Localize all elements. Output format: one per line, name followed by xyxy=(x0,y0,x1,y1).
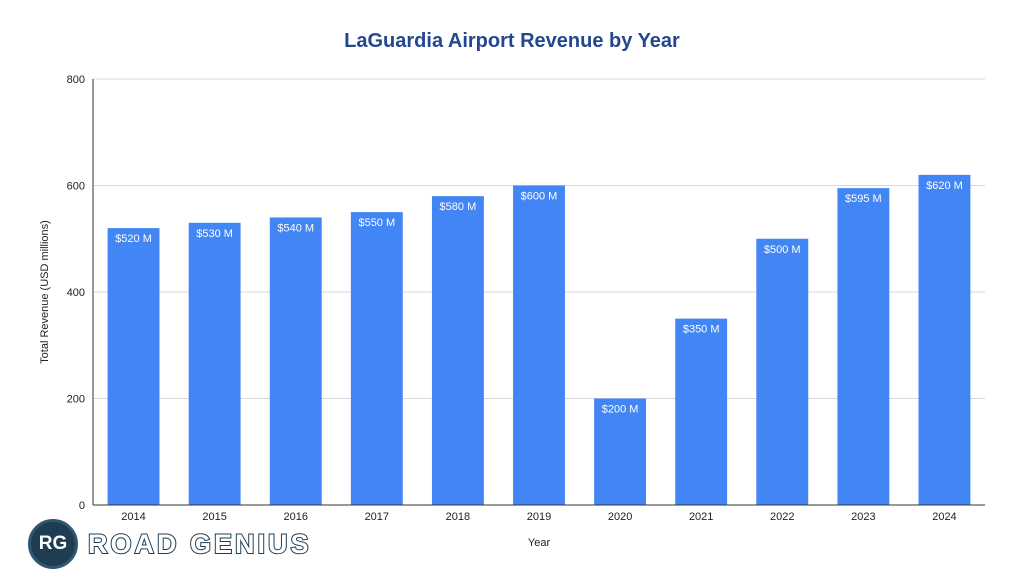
bar xyxy=(513,185,565,505)
x-tick-label: 2014 xyxy=(121,511,145,523)
y-tick-label: 200 xyxy=(67,394,85,406)
x-tick-label: 2017 xyxy=(365,511,389,523)
x-axis-title: Year xyxy=(528,537,551,549)
bar xyxy=(188,222,241,505)
x-tick-label: 2023 xyxy=(851,511,875,523)
bar xyxy=(431,196,484,505)
data-label: $600 M xyxy=(521,191,558,203)
data-label: $200 M xyxy=(602,404,639,416)
data-label: $520 M xyxy=(115,233,152,245)
data-label: $530 M xyxy=(196,228,233,240)
x-tick-label: 2022 xyxy=(770,511,794,523)
y-tick-label: 600 xyxy=(67,181,85,193)
rg-badge-icon: RG xyxy=(28,519,78,569)
data-label: $540 M xyxy=(277,222,314,234)
data-label: $595 M xyxy=(845,193,882,205)
bar xyxy=(594,398,647,505)
bar xyxy=(756,238,809,505)
bar xyxy=(918,174,971,505)
axes: 0 200 400 600 800 2014 2015 2016 2017 2018 2019 202… xyxy=(39,74,985,549)
y-axis-title: Total Revenue (USD millions) xyxy=(39,220,51,364)
brand-name: ROAD GENIUS xyxy=(87,528,312,560)
x-tick-label: 2016 xyxy=(283,511,307,523)
bar xyxy=(675,318,728,505)
y-tick-label: 400 xyxy=(67,287,85,299)
data-label: $620 M xyxy=(926,180,963,192)
x-tick-label: 2019 xyxy=(527,511,551,523)
data-label: $580 M xyxy=(440,201,477,213)
data-label: $500 M xyxy=(764,244,801,256)
x-tick-label: 2015 xyxy=(202,511,226,523)
data-label: $550 M xyxy=(358,217,395,229)
x-tick-label: 2020 xyxy=(608,511,632,523)
x-tick-label: 2024 xyxy=(932,511,956,523)
data-label: $350 M xyxy=(683,324,720,336)
bar xyxy=(107,228,160,505)
bar xyxy=(350,212,403,505)
x-tick-label: 2018 xyxy=(446,511,470,523)
x-tick-label: 2021 xyxy=(689,511,713,523)
bar xyxy=(837,188,890,505)
y-tick-label: 0 xyxy=(79,500,85,512)
chart-title: LaGuardia Airport Revenue by Year xyxy=(344,30,680,52)
road-genius-logo: RG ROAD GENIUS xyxy=(28,518,312,570)
bar xyxy=(269,217,322,505)
y-tick-label: 800 xyxy=(67,74,85,86)
bars: $520 M $530 M $540 M $550 M $580 M $600 M $200… xyxy=(107,174,971,505)
